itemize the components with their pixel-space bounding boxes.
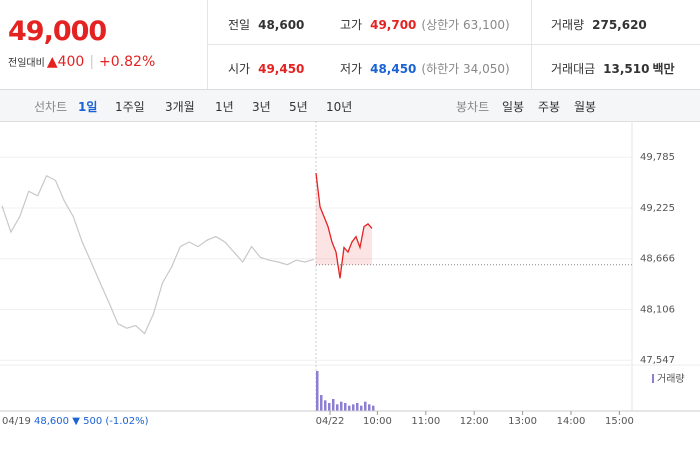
x-tick-label: 04/22 bbox=[316, 416, 345, 427]
x-tick-label: 13:00 bbox=[508, 416, 537, 427]
volume-bar bbox=[340, 401, 343, 411]
volume-bar bbox=[332, 399, 335, 411]
up-arrow: ▲ bbox=[46, 54, 58, 70]
stat: 전일 48,600 bbox=[228, 16, 304, 33]
y-tick-label: 48,106 bbox=[640, 305, 675, 316]
x-tick-label: 14:00 bbox=[557, 416, 586, 427]
volume-legend: 거래량 bbox=[657, 373, 685, 385]
stat: 거래대금 13,510 백만 bbox=[551, 60, 675, 77]
tab[interactable]: 3년 bbox=[252, 100, 271, 114]
prev-day-line bbox=[1, 174, 315, 335]
y-tick-label: 49,785 bbox=[640, 152, 675, 163]
stat-label: 저가 bbox=[340, 62, 363, 76]
stat-unit: 백만 bbox=[652, 62, 675, 76]
tab[interactable]: 5년 bbox=[289, 100, 308, 114]
volume-legend-swatch bbox=[652, 374, 654, 383]
tab[interactable]: 월봉 bbox=[574, 100, 597, 114]
today-area bbox=[316, 173, 372, 279]
volume-bar bbox=[348, 405, 351, 411]
prev-day-summary: 04/19 48,600 ▼ 500 (-1.02%) bbox=[2, 416, 149, 427]
prev-change: 500 bbox=[83, 416, 102, 427]
prev-change-pct: (-1.02%) bbox=[105, 416, 148, 427]
x-tick-label: 11:00 bbox=[411, 416, 440, 427]
tab[interactable]: 1주일 bbox=[115, 100, 145, 114]
volume-bar bbox=[356, 403, 359, 411]
stat: 저가 48,450 (하한가 34,050) bbox=[340, 60, 510, 77]
tab[interactable]: 3개월 bbox=[165, 100, 195, 114]
prev-date: 04/19 bbox=[2, 416, 31, 427]
stat-label: 시가 bbox=[228, 62, 251, 76]
change-pct: +0.82% bbox=[99, 54, 156, 70]
stat-value: 48,450 bbox=[370, 62, 417, 76]
stat-note: (상한가 63,100) bbox=[421, 18, 510, 32]
stat-label: 거래대금 bbox=[551, 62, 596, 76]
stat-value: 49,450 bbox=[258, 62, 305, 76]
y-tick-label: 47,547 bbox=[640, 355, 675, 366]
change-row: 전일대비 ▲400 | +0.82% bbox=[8, 54, 156, 70]
stat: 시가 49,450 bbox=[228, 60, 304, 77]
tab-group-label: 선차트 bbox=[34, 100, 68, 114]
down-arrow: ▼ bbox=[72, 416, 80, 427]
change-label: 전일대비 bbox=[8, 58, 45, 69]
stat: 거래량 275,620 bbox=[551, 16, 647, 33]
x-tick-label: 10:00 bbox=[363, 416, 392, 427]
stat: 고가 49,700 (상한가 63,100) bbox=[340, 16, 510, 33]
volume-bar bbox=[328, 403, 331, 411]
volume-bar bbox=[352, 404, 355, 411]
x-tick-label: 15:00 bbox=[605, 416, 634, 427]
stat-label: 전일 bbox=[228, 18, 251, 32]
volume-bar bbox=[324, 400, 327, 411]
volume-bar bbox=[316, 371, 319, 411]
stat-label: 고가 bbox=[340, 18, 363, 32]
stat-value: 49,700 bbox=[370, 18, 417, 32]
volume-bar bbox=[368, 404, 371, 411]
tab-group-label: 봉차트 bbox=[456, 100, 490, 114]
price-chart: 49,785 49,225 48,666 48,106 47,547 거래량 04/22 10… bbox=[0, 121, 700, 427]
tab[interactable]: 주봉 bbox=[538, 100, 561, 114]
stat-value: 275,620 bbox=[592, 18, 647, 32]
tab[interactable]: 10년 bbox=[326, 100, 353, 114]
volume-bar bbox=[336, 404, 339, 411]
volume-bar bbox=[320, 395, 323, 411]
stat-value: 48,600 bbox=[258, 18, 305, 32]
tab[interactable]: 1일 bbox=[78, 100, 98, 114]
stat-value: 13,510 bbox=[603, 62, 650, 76]
today-line bbox=[315, 173, 373, 279]
volume-bar bbox=[372, 405, 375, 411]
stat-note: (하한가 34,050) bbox=[421, 62, 510, 76]
current-price: 49,000 bbox=[8, 16, 107, 47]
change: 400 bbox=[57, 54, 85, 70]
volume-bar bbox=[360, 405, 363, 411]
volume-bar bbox=[364, 401, 367, 411]
period-tabs: 선차트 1일 1주일 3개월 1년 3년 5년 10년 봉차트 일봉 주봉 월봉 bbox=[0, 89, 700, 122]
tab[interactable]: 1년 bbox=[215, 100, 234, 114]
x-tick-label: 12:00 bbox=[460, 416, 489, 427]
y-tick-label: 48,666 bbox=[640, 254, 675, 265]
tab[interactable]: 일봉 bbox=[502, 100, 525, 114]
volume-bar bbox=[344, 403, 347, 411]
stat-label: 거래량 bbox=[551, 18, 585, 32]
prev-close: 48,600 bbox=[34, 416, 69, 427]
y-tick-label: 49,225 bbox=[640, 203, 675, 214]
